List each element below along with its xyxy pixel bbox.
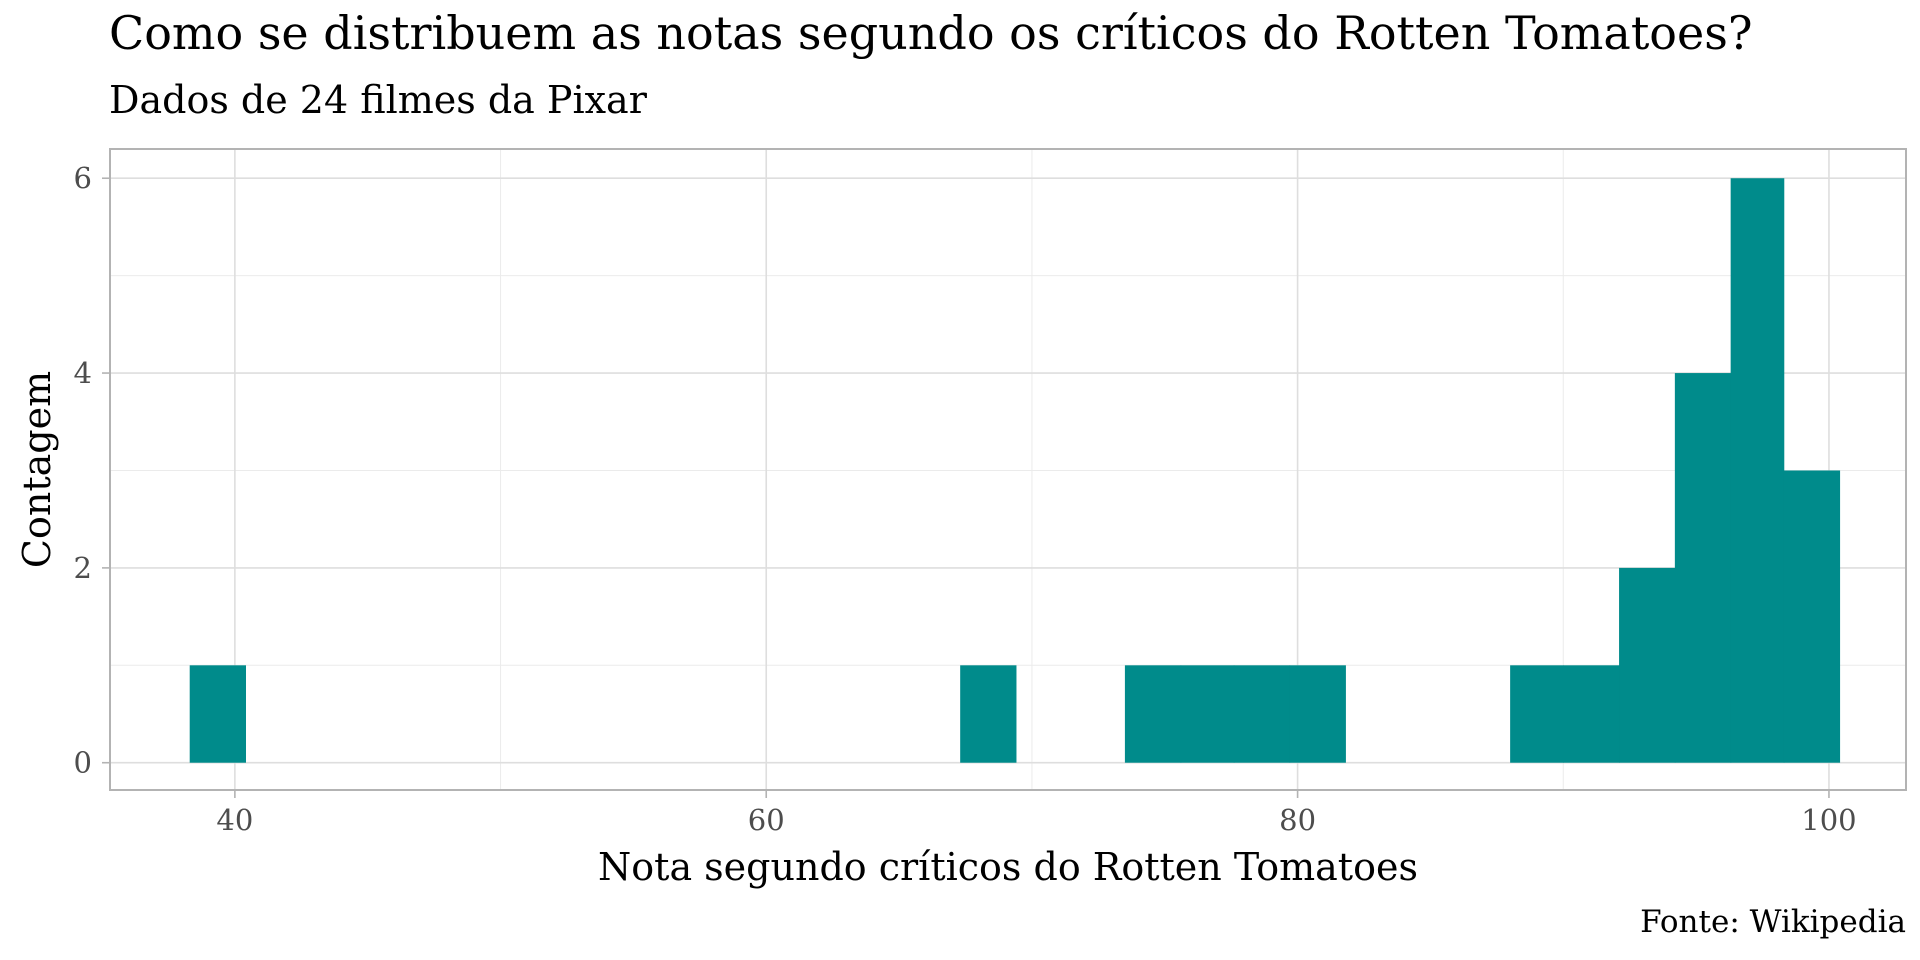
histogram-bar xyxy=(1180,665,1235,763)
x-tick-label: 80 xyxy=(1279,803,1316,837)
chart-title: Como se distribuem as notas segundo os c… xyxy=(109,6,1753,60)
y-tick-label: 4 xyxy=(74,356,92,390)
y-tick-label: 0 xyxy=(74,746,92,780)
histogram-bar xyxy=(1619,567,1676,763)
plot-panel-border xyxy=(109,148,1907,791)
x-tick-label: 40 xyxy=(216,803,253,837)
y-tick-label: 2 xyxy=(74,551,92,585)
histogram-bar xyxy=(1674,373,1732,763)
y-axis-ticks: 0 2 4 6 xyxy=(74,161,110,780)
y-axis-title: Contagem xyxy=(15,371,59,568)
histogram-bar xyxy=(1289,665,1346,763)
y-tick-label: 6 xyxy=(74,161,92,195)
histogram-bar xyxy=(1783,470,1841,763)
histogram-bar xyxy=(1124,665,1182,763)
x-axis-title: Nota segundo críticos do Rotten Tomatoes xyxy=(598,845,1418,889)
chart-subtitle: Dados de 24 filmes da Pixar xyxy=(109,78,647,122)
x-axis-ticks: 40 60 80 100 xyxy=(216,790,1857,837)
histogram-bars xyxy=(189,178,1841,763)
histogram-bar xyxy=(189,665,246,763)
histogram-bar xyxy=(1233,665,1291,763)
histogram-bar xyxy=(960,665,1017,763)
histogram-bar xyxy=(1510,665,1564,763)
source-caption: Fonte: Wikipedia xyxy=(1640,904,1906,940)
histogram-bar xyxy=(1563,665,1620,763)
x-tick-label: 60 xyxy=(748,803,785,837)
histogram-bar xyxy=(1730,178,1785,763)
x-tick-label: 100 xyxy=(1801,803,1856,837)
